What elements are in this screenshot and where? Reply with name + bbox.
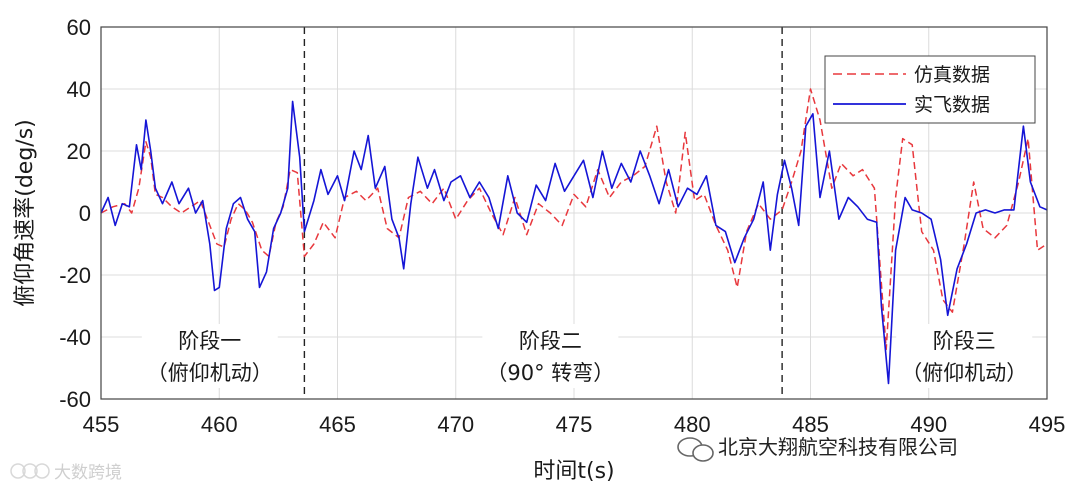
left-watermark-text: 大数跨境 — [54, 463, 122, 483]
data-series — [100, 88, 1048, 385]
annotation-stage-name: 阶段一 — [178, 329, 241, 353]
x-tick-label: 460 — [201, 412, 238, 437]
x-tick-label: 480 — [674, 412, 711, 437]
plot-frame — [100, 26, 1048, 400]
y-tick-label: 0 — [79, 201, 91, 226]
annotation-stage-name: 阶段二 — [519, 329, 582, 353]
x-tick-label: 475 — [556, 412, 593, 437]
x-tick-label: 485 — [792, 412, 829, 437]
y-tick-labels: 60 40 20 0 -20 -40 -60 — [59, 15, 91, 412]
watermark-left: 大数跨境 — [10, 463, 122, 483]
annotation-bg — [896, 324, 1033, 388]
x-tick-labels: 455 460 465 470 475 480 485 490 495 — [83, 412, 1066, 437]
x-tick-label: 465 — [319, 412, 356, 437]
x-tick-label: 470 — [437, 412, 474, 437]
y-axis-label: 俯仰角速率(deg/s) — [13, 119, 38, 307]
x-tick-label: 495 — [1029, 412, 1066, 437]
legend: 仿真数据 实飞数据 — [824, 55, 1036, 124]
legend-box — [824, 55, 1036, 124]
annotation-stage-name: 阶段三 — [933, 329, 996, 353]
series-line-sim — [100, 88, 1048, 351]
annotation-stage-desc: （俯仰机动） — [901, 361, 1027, 385]
series-line-flight — [100, 100, 1048, 385]
legend-label-flight: 实飞数据 — [914, 94, 990, 116]
brand-logo-icon — [10, 463, 50, 479]
y-tick-label: 20 — [67, 139, 91, 164]
y-tick-label: 40 — [67, 77, 91, 102]
y-tick-label: -20 — [59, 263, 91, 288]
annotation-bg — [482, 324, 619, 388]
annotation-bg — [141, 324, 278, 388]
y-tick-label: -60 — [59, 387, 91, 412]
annotation-stage-desc: （俯仰机动） — [147, 361, 273, 385]
wechat-icon — [677, 437, 714, 462]
company-watermark-text: 北京大翔航空科技有限公司 — [718, 435, 958, 459]
y-tick-label: -40 — [59, 325, 91, 350]
stage-boundary-lines — [303, 27, 783, 399]
x-tick-label: 455 — [83, 412, 120, 437]
x-tick-label: 490 — [910, 412, 947, 437]
annotation-stage-desc: （90° 转弯） — [486, 361, 614, 385]
watermark-company: 北京大翔航空科技有限公司 — [677, 435, 958, 462]
x-axis-label: 时间t(s) — [533, 459, 614, 484]
y-tick-label: 60 — [67, 15, 91, 40]
legend-label-sim: 仿真数据 — [914, 64, 990, 86]
stage-annotations: 阶段一 （俯仰机动） 阶段二 （90° 转弯） 阶段三 （俯仰机动） — [141, 324, 1033, 388]
